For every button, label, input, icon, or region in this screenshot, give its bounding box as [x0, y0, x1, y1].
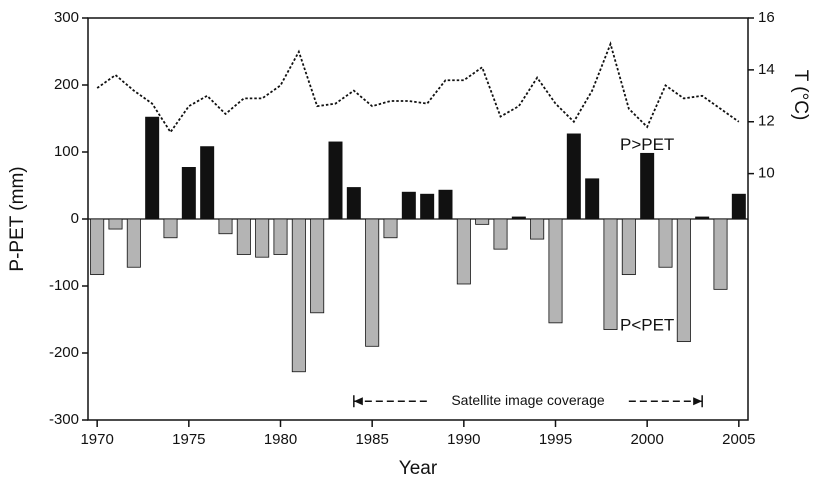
- coverage-arrowhead: [693, 397, 703, 406]
- x-tick-label: 2000: [630, 431, 663, 448]
- bar: [328, 141, 343, 220]
- bar: [273, 218, 288, 255]
- annotation: P>PET: [620, 135, 674, 154]
- y2-tick-label: 14: [758, 61, 775, 78]
- bar: [548, 218, 563, 324]
- x-tick-label: 1980: [264, 431, 297, 448]
- bar: [90, 218, 105, 276]
- x-axis-title: Year: [399, 458, 438, 479]
- y2-tick-label: 12: [758, 113, 775, 130]
- coverage-label: Satellite image coverage: [451, 392, 605, 408]
- temperature-line: [96, 41, 740, 134]
- bar: [108, 218, 123, 230]
- y-axis-title: P-PET (mm): [7, 166, 28, 271]
- x-tick-label: 1990: [447, 431, 480, 448]
- bar: [181, 167, 196, 220]
- bar: [566, 133, 581, 220]
- bar: [731, 193, 746, 220]
- bar: [475, 218, 490, 225]
- y-tick-label: 0: [71, 210, 79, 227]
- bar: [365, 218, 380, 347]
- y2-tick-label: 10: [758, 165, 775, 182]
- x-tick-label: 2005: [722, 431, 755, 448]
- bar: [713, 218, 728, 290]
- x-tick-label: 1970: [80, 431, 113, 448]
- coverage-label-bg: [430, 391, 626, 412]
- bar: [511, 216, 526, 220]
- bar: [420, 193, 435, 220]
- bar: [310, 218, 325, 314]
- coverage-arrowhead: [353, 397, 363, 406]
- bar: [676, 218, 691, 343]
- x-tick-label: 1985: [355, 431, 388, 448]
- bar: [383, 218, 398, 239]
- bar: [585, 178, 600, 220]
- bar: [255, 218, 270, 258]
- bar: [603, 218, 618, 330]
- y-tick-label: 100: [54, 143, 79, 160]
- bar: [621, 218, 636, 276]
- y2-tick-label: 16: [758, 9, 775, 26]
- bar: [530, 218, 545, 240]
- bar: [145, 116, 160, 220]
- y-tick-label: 200: [54, 76, 79, 93]
- bar: [346, 187, 361, 220]
- bar: [493, 218, 508, 250]
- bar: [438, 189, 453, 220]
- bar: [126, 218, 141, 268]
- annotation: P<PET: [620, 316, 674, 335]
- y-tick-label: -300: [49, 411, 79, 428]
- bar: [218, 218, 233, 235]
- x-tick-label: 1975: [172, 431, 205, 448]
- bar: [163, 218, 178, 239]
- bar: [200, 146, 215, 220]
- y-tick-label: 300: [54, 9, 79, 26]
- bar: [456, 218, 471, 285]
- y-tick-label: -200: [49, 344, 79, 361]
- plot-frame: [87, 17, 749, 421]
- bar: [401, 191, 416, 220]
- bar: [291, 218, 306, 373]
- y-tick-label: -100: [49, 277, 79, 294]
- x-tick-label: 1995: [539, 431, 572, 448]
- bar: [640, 152, 655, 220]
- bar: [695, 216, 710, 220]
- bar: [658, 218, 673, 268]
- y2-axis-title: T (°C): [790, 70, 811, 121]
- bar: [236, 218, 251, 255]
